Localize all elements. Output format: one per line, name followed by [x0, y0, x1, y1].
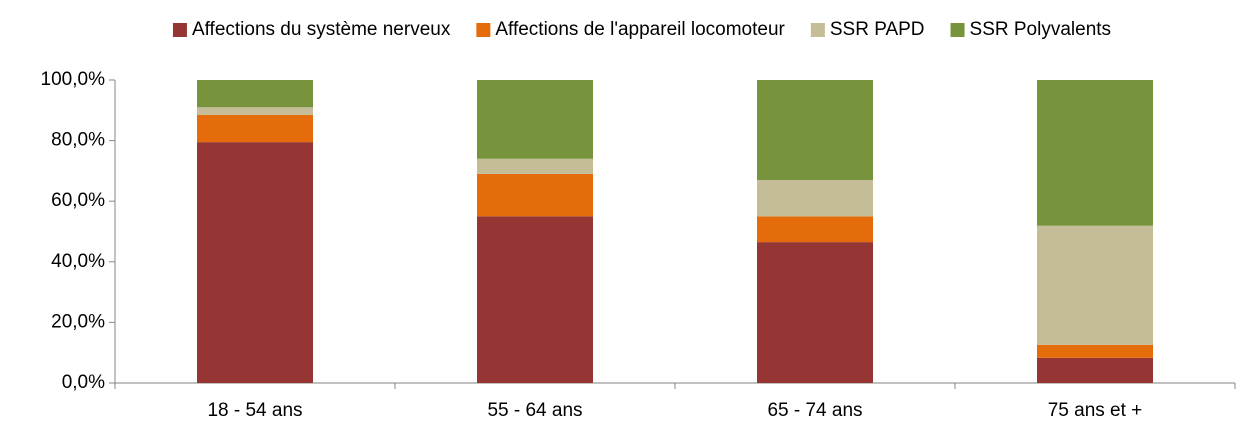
- bar-segment: [197, 107, 313, 115]
- y-tick-label: 40,0%: [51, 251, 105, 272]
- legend-swatch: [810, 23, 825, 37]
- x-tick-label: 75 ans et +: [1048, 400, 1143, 421]
- y-tick-label: 0,0%: [62, 372, 105, 393]
- legend-swatch: [172, 23, 187, 37]
- bar-segment: [197, 142, 313, 383]
- bar-segment: [1037, 80, 1153, 226]
- bar-segment: [757, 216, 873, 243]
- bar-segment: [1037, 225, 1153, 345]
- bar-segment: [197, 80, 313, 108]
- y-tick-label: 80,0%: [51, 130, 105, 151]
- bar-segment: [757, 179, 873, 217]
- bar-segment: [197, 114, 313, 143]
- y-tick-label: 100,0%: [41, 69, 106, 90]
- bar-segment: [757, 80, 873, 180]
- x-tick-label: 55 - 64 ans: [487, 400, 582, 421]
- bar-segment: [1037, 357, 1153, 383]
- x-tick-label: 18 - 54 ans: [207, 400, 302, 421]
- legend-swatch: [476, 23, 491, 37]
- legend-label: Affections du système nerveux: [192, 19, 451, 40]
- bar-segment: [477, 158, 593, 174]
- bar-segment: [477, 216, 593, 383]
- bar-segment: [477, 80, 593, 159]
- bar-segment: [757, 242, 873, 383]
- x-tick-label: 65 - 74 ans: [767, 400, 862, 421]
- legend-label: SSR PAPD: [830, 19, 925, 40]
- legend-label: Affections de l'appareil locomoteur: [495, 19, 785, 40]
- y-tick-label: 20,0%: [51, 311, 105, 332]
- y-tick-label: 60,0%: [51, 190, 105, 211]
- legend-swatch: [950, 23, 965, 37]
- bar-segment: [477, 173, 593, 217]
- legend-label: SSR Polyvalents: [970, 19, 1112, 40]
- bar-segment: [1037, 344, 1153, 358]
